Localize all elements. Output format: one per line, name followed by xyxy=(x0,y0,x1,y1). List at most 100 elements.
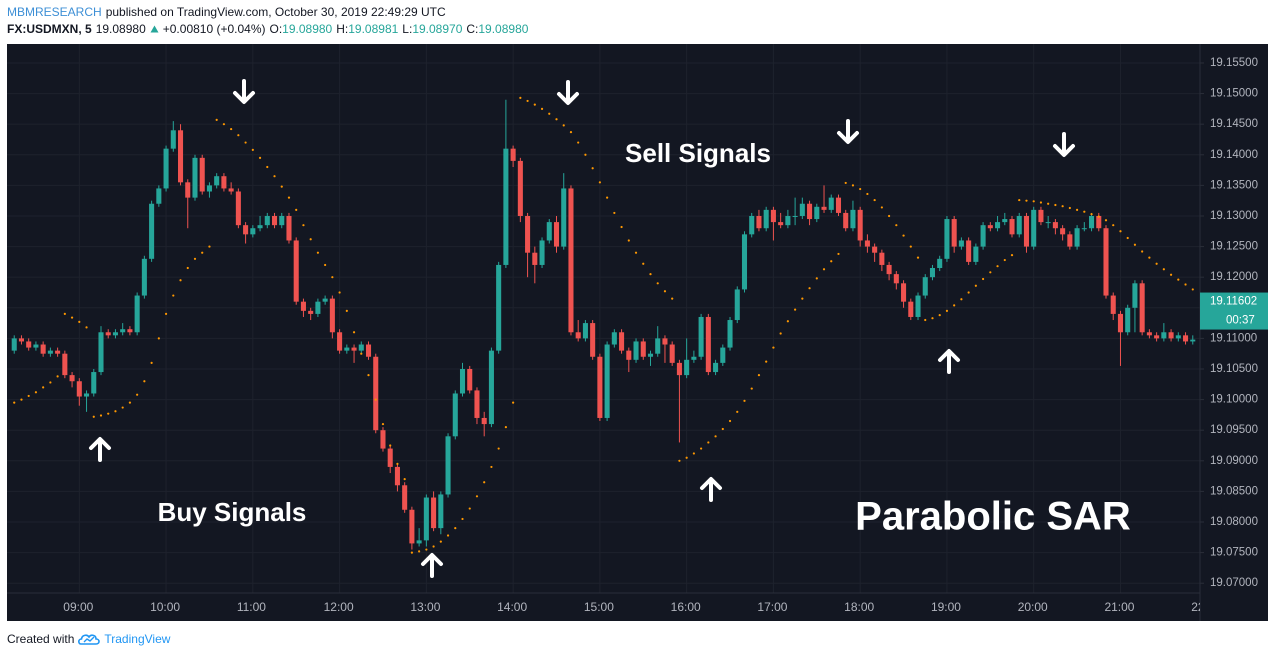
created-with: Created with xyxy=(7,632,75,646)
candle-body xyxy=(279,215,285,226)
sar-dot xyxy=(244,141,247,144)
candle-body xyxy=(647,353,654,357)
sar-dot xyxy=(996,265,999,268)
sar-dot xyxy=(577,141,580,144)
sar-dot xyxy=(92,415,95,418)
candle-body xyxy=(1175,335,1181,339)
candle-body xyxy=(170,130,176,149)
sar-dot xyxy=(931,317,934,320)
sar-dot xyxy=(844,181,847,185)
sar-dot xyxy=(389,444,392,447)
sar-dot xyxy=(765,360,768,363)
sar-dot xyxy=(374,398,377,401)
sar-dot xyxy=(215,118,218,121)
candle-body xyxy=(177,130,184,183)
candle-body xyxy=(525,215,531,253)
candle-body xyxy=(741,234,748,290)
candle-body xyxy=(987,225,993,229)
candle-body xyxy=(488,350,494,425)
sar-dot xyxy=(179,279,182,282)
y-tick-label: 19.08500 xyxy=(1210,485,1258,497)
sar-dot xyxy=(302,224,305,227)
x-axis: 09:00 10:00 11:00 12:00 13:00 14:00 15:00 16:00… xyxy=(63,600,1200,614)
candle-body xyxy=(546,222,552,241)
buy-arrow xyxy=(938,349,960,374)
candle-body xyxy=(1125,307,1131,333)
candle-body xyxy=(467,368,473,391)
y-tick-label: 19.10500 xyxy=(1210,363,1258,375)
sar-dot xyxy=(859,187,862,191)
sar-dot xyxy=(540,107,544,110)
sar-dot xyxy=(822,268,826,271)
candle-body xyxy=(134,295,140,333)
candle-body xyxy=(568,188,574,333)
sell-arrow xyxy=(1053,132,1075,157)
publisher[interactable]: MBMRESEARCH xyxy=(7,5,102,19)
candle-body xyxy=(452,393,458,437)
sar-dot xyxy=(786,320,789,323)
sar-dot xyxy=(403,478,406,481)
candle-body xyxy=(828,197,834,210)
sar-dot xyxy=(663,290,667,293)
candle-body xyxy=(835,197,842,213)
candle-body xyxy=(91,372,97,394)
sell-arrow xyxy=(557,80,579,105)
sar-dot xyxy=(1133,243,1137,246)
sar-dot xyxy=(1191,288,1194,291)
candle-body xyxy=(1132,283,1138,308)
sar-dot xyxy=(128,401,132,404)
candle-body xyxy=(315,301,321,314)
sar-dot xyxy=(49,381,52,384)
sar-dot xyxy=(432,545,435,548)
candle-body xyxy=(843,212,849,229)
candle-body xyxy=(431,497,437,529)
candle-body xyxy=(344,347,350,351)
sar-dot xyxy=(613,211,616,215)
sar-dot xyxy=(1083,210,1086,213)
sar-dot xyxy=(396,462,399,465)
sar-dot xyxy=(258,156,262,159)
candle-body xyxy=(1103,228,1109,296)
candle-body xyxy=(857,209,863,241)
sar-dot xyxy=(757,374,761,377)
ohlc-item: H:19.08981 xyxy=(336,22,398,36)
sar-dot xyxy=(121,406,124,409)
sar-dot xyxy=(1155,262,1158,265)
candle-body xyxy=(995,222,1001,229)
candle-body xyxy=(496,264,502,351)
x-tick-label: 09:00 xyxy=(63,600,93,614)
x-tick-label: 12:00 xyxy=(324,600,354,614)
candle-body xyxy=(69,375,75,382)
candle-body xyxy=(394,466,400,486)
chart-background xyxy=(7,44,1268,621)
candle-body xyxy=(300,301,306,311)
symbol: FX:USDMXN, 5 xyxy=(7,22,92,36)
y-tick-label: 19.09000 xyxy=(1210,455,1258,467)
sar-dot xyxy=(367,374,370,377)
candle-body xyxy=(365,344,372,357)
candle-body xyxy=(438,494,444,529)
candle-body xyxy=(582,323,588,339)
candle-body xyxy=(720,347,726,363)
sar-dot xyxy=(193,257,197,260)
candle-body xyxy=(633,341,639,360)
sar-dot xyxy=(750,387,753,390)
candle-body xyxy=(915,295,921,317)
candle-body xyxy=(228,188,234,192)
sar-dot xyxy=(63,312,66,316)
candle-body xyxy=(980,225,986,247)
candle-body xyxy=(243,225,249,235)
candle-body xyxy=(1081,228,1087,230)
candle-body xyxy=(47,350,53,354)
candle-body xyxy=(351,347,357,351)
candle-body xyxy=(1074,228,1080,247)
sar-dot xyxy=(42,386,45,389)
candle-body xyxy=(879,252,885,265)
candle-body xyxy=(864,240,870,247)
candle-body xyxy=(221,176,227,189)
candle-body xyxy=(98,332,104,373)
candle-body xyxy=(503,148,509,265)
brand-link[interactable]: TradingView xyxy=(104,632,171,646)
candle-body xyxy=(1009,219,1015,235)
